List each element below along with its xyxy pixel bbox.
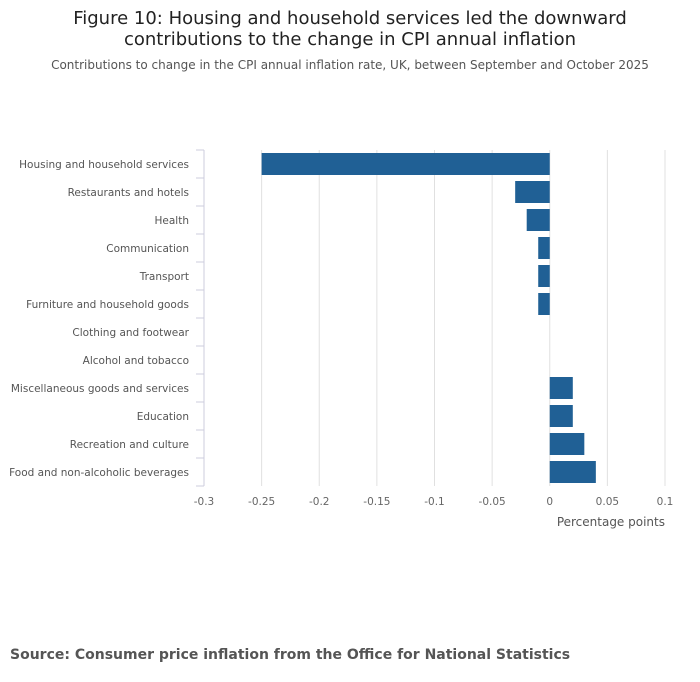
category-label: Transport: [139, 271, 189, 283]
category-label: Clothing and footwear: [72, 327, 189, 339]
category-label: Communication: [106, 243, 189, 255]
category-label: Food and non-alcoholic beverages: [9, 467, 189, 479]
chart-title: Figure 10: Housing and household service…: [0, 8, 700, 50]
bar: [261, 153, 550, 175]
x-tick-label: -0.05: [479, 496, 506, 508]
bar: [538, 293, 550, 315]
bar: [549, 433, 585, 455]
category-label: Education: [137, 411, 189, 423]
bar: [538, 237, 550, 259]
bar: [549, 405, 573, 427]
x-tick-label: -0.3: [194, 496, 215, 508]
category-label: Recreation and culture: [70, 439, 189, 451]
x-tick-label: -0.25: [248, 496, 275, 508]
x-tick-label: 0: [546, 496, 553, 508]
category-label: Housing and household services: [19, 159, 189, 171]
x-tick-label: -0.2: [309, 496, 330, 508]
category-label: Furniture and household goods: [26, 299, 189, 311]
x-tick-label: -0.1: [424, 496, 445, 508]
category-label: Health: [155, 215, 189, 227]
x-tick-label: 0.05: [596, 496, 619, 508]
bar: [549, 377, 573, 399]
bar: [538, 265, 550, 287]
title-line-1: Figure 10: Housing and household service…: [73, 8, 627, 29]
x-axis-label: Percentage points: [557, 515, 665, 529]
title-line-2: contributions to the change in CPI annua…: [123, 29, 577, 50]
source-note: Source: Consumer price inflation from th…: [10, 647, 571, 663]
bar-chart: -0.3 -0.25 -0.2 -0.15 -0.1 -0.05 0 0.05 0.1 Housi…: [9, 149, 674, 529]
bar: [515, 181, 550, 203]
x-tick-label: -0.15: [363, 496, 390, 508]
x-tick-label: 0.1: [657, 496, 674, 508]
bar: [526, 209, 550, 231]
category-label: Miscellaneous goods and services: [11, 383, 189, 395]
bar: [549, 461, 596, 483]
category-label: Restaurants and hotels: [68, 187, 189, 199]
chart-subtitle: Contributions to change in the CPI annua…: [51, 58, 649, 72]
category-label: Alcohol and tobacco: [83, 355, 189, 367]
